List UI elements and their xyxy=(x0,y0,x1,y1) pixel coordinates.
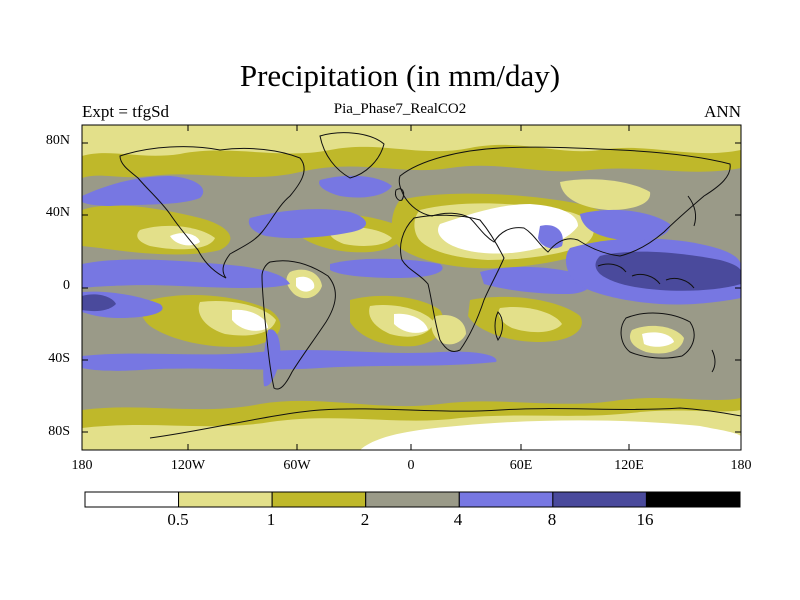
north-atlantic-upper-wet xyxy=(319,175,392,198)
new-zealand-coast xyxy=(711,349,716,373)
season-label: ANN xyxy=(704,102,741,121)
colorbar-swatch-3 xyxy=(365,491,460,508)
southern-ocean-wet xyxy=(82,350,497,371)
colorbar-label-3: 4 xyxy=(453,510,463,529)
south-pacific-very-dry xyxy=(232,309,268,331)
australia-coast xyxy=(620,312,695,359)
japan-coast xyxy=(687,195,697,227)
indian-ocean-wet xyxy=(480,266,591,294)
lat-tick-80N: 80N xyxy=(45,133,70,148)
southern-africa-dry xyxy=(431,314,466,345)
north-atlantic-storm-track-wet xyxy=(248,209,367,239)
lat-tick-40S: 40S xyxy=(48,351,70,366)
amazon-very-dry xyxy=(296,276,315,292)
colorbar-label-2: 2 xyxy=(360,510,370,529)
india-wet xyxy=(538,225,563,249)
south-america-coast xyxy=(261,260,336,390)
colorbar-label-4: 8 xyxy=(547,510,557,529)
north-pacific-storm-track-wet xyxy=(82,176,204,206)
asia-monsoon-wet xyxy=(580,209,671,241)
lon-tick-0: 0 xyxy=(407,458,415,473)
maritime-continent-coast xyxy=(597,263,695,289)
colorbar-label-0: 0.5 xyxy=(167,510,189,529)
lon-tick-120W: 120W xyxy=(170,458,206,473)
antarctica-coast xyxy=(149,407,741,439)
colorbar-label-1: 1 xyxy=(266,510,276,529)
central-asia-dry xyxy=(560,179,651,210)
southeast-pacific-very-wet xyxy=(82,294,116,312)
colorbar-swatch-5 xyxy=(552,491,647,508)
antarctic-very-dry xyxy=(360,420,741,450)
warm-pool-very-wet xyxy=(595,251,741,291)
lat-tick-40N: 40N xyxy=(45,205,70,220)
colorbar xyxy=(84,491,741,508)
plot-title: Precipitation (in mm/day) xyxy=(239,58,561,93)
south-indian-dry xyxy=(498,306,562,333)
north-america-coast xyxy=(119,146,305,279)
north-pacific-very-dry xyxy=(170,233,200,246)
experiment-label: Expt = tfgSd xyxy=(82,102,170,121)
atlantic-itcz-wet xyxy=(330,258,443,278)
colorbar-swatch-2 xyxy=(271,491,367,508)
australia-very-dry xyxy=(642,332,674,347)
lon-tick-180-left: 180 xyxy=(71,458,93,473)
lon-tick-60W: 60W xyxy=(283,458,311,473)
lon-tick-120E: 120E xyxy=(614,458,644,473)
colorbar-swatch-0 xyxy=(84,491,180,508)
eurasia-coast xyxy=(398,146,731,257)
colorbar-label-5: 16 xyxy=(636,510,654,529)
africa-coast xyxy=(400,214,505,353)
precipitation-field xyxy=(82,125,741,450)
british-isles-coast xyxy=(395,188,405,201)
colorbar-swatch-4 xyxy=(458,491,554,508)
colorbar-swatch-6 xyxy=(645,491,741,508)
pacific-itcz-wet xyxy=(82,259,290,288)
colorbar-swatch-1 xyxy=(178,491,273,508)
coastlines xyxy=(119,132,741,439)
lon-tick-180-right: 180 xyxy=(730,458,752,473)
lon-tick-60E: 60E xyxy=(509,458,533,473)
axis-ticks xyxy=(81,125,742,450)
lat-tick-0: 0 xyxy=(63,278,70,293)
greenland-coast xyxy=(319,132,385,179)
run-name-label: Pia_Phase7_RealCO2 xyxy=(333,101,467,117)
lat-tick-80S: 80S xyxy=(48,424,70,439)
south-atlantic-very-dry xyxy=(394,313,428,333)
madagascar-coast xyxy=(494,311,503,341)
